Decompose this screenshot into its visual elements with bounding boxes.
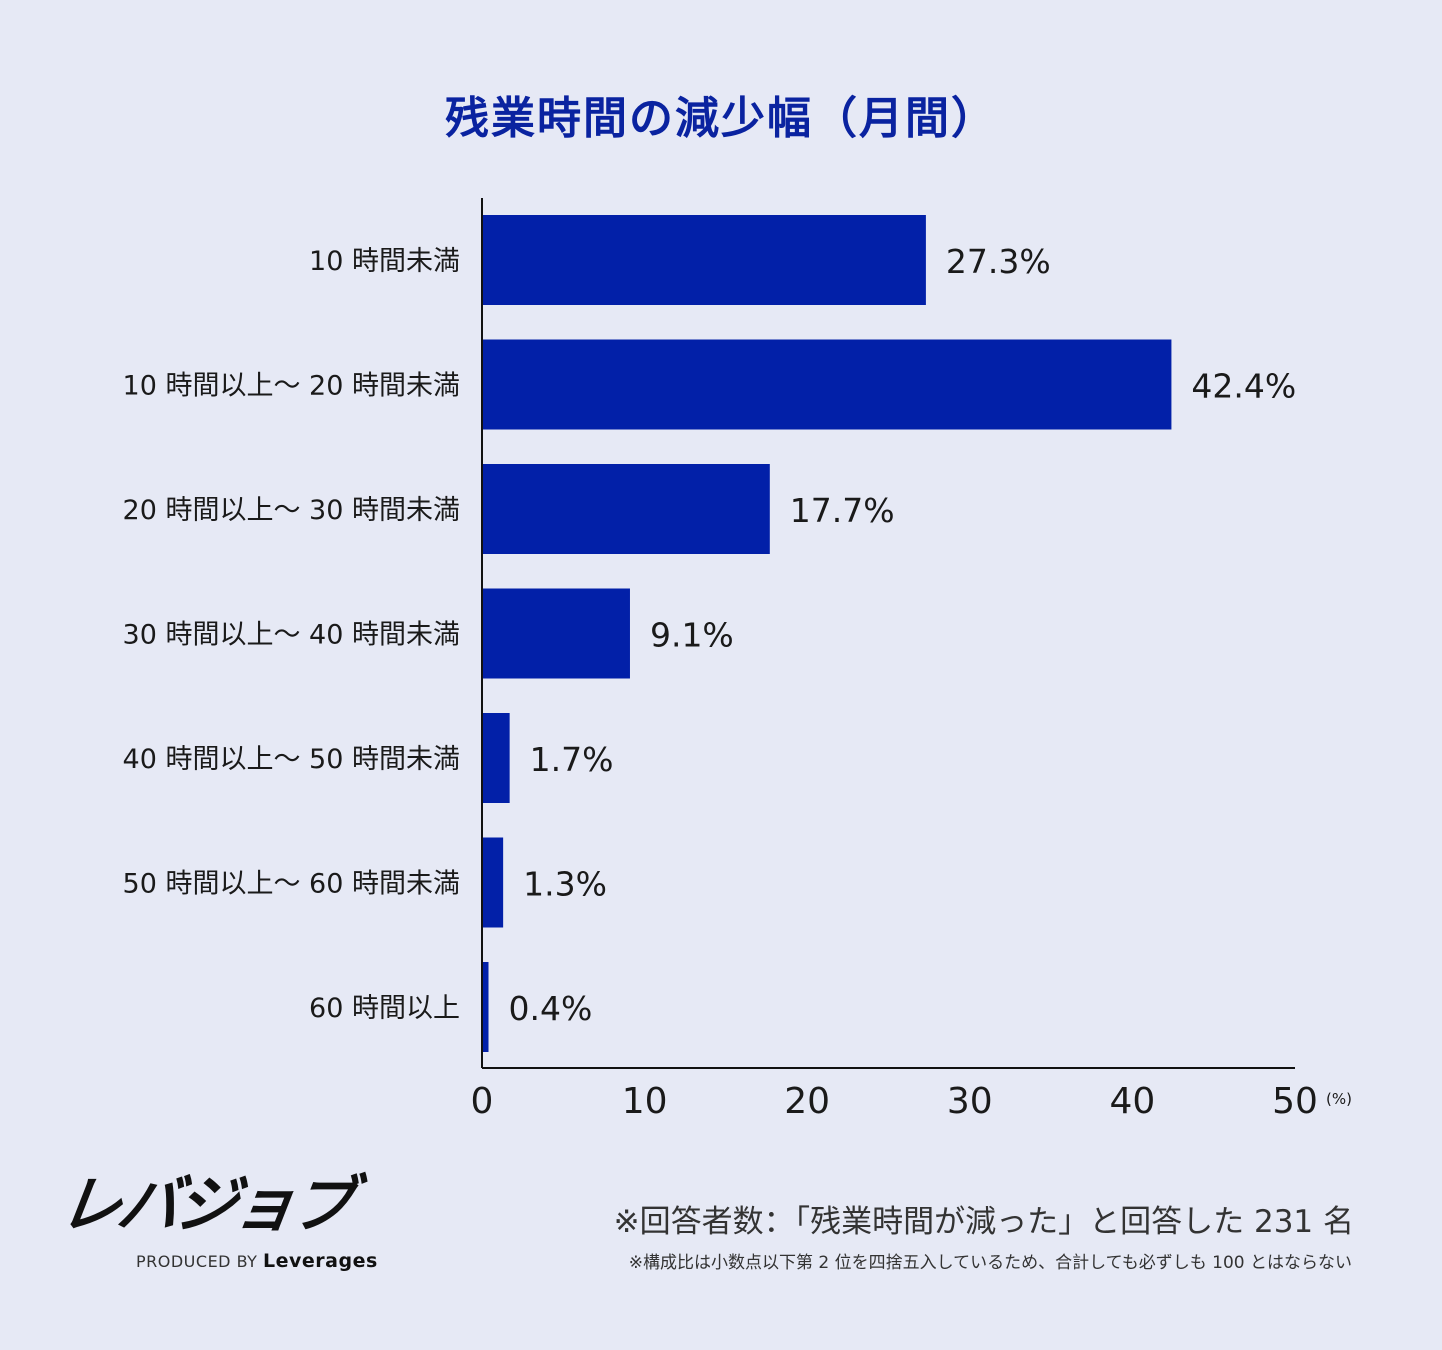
value-label: 17.7% — [790, 491, 895, 530]
produced-by-label: PRODUCED BY — [136, 1252, 258, 1271]
x-unit-label: (%) — [1326, 1090, 1352, 1108]
value-label: 27.3% — [946, 242, 1051, 281]
category-label: 40 時間以上〜 50 時間未満 — [123, 744, 460, 775]
bar-chart: 10 時間未満 27.3% 10 時間以上〜 20 時間未満 42.4% 20 時間以上… — [123, 198, 1352, 1122]
x-tick-label: 40 — [1109, 1081, 1155, 1122]
produced-by: PRODUCED BY Leverages — [136, 1250, 378, 1273]
category-label: 10 時間以上〜 20 時間未満 — [123, 371, 460, 402]
value-label: 1.7% — [530, 740, 614, 779]
x-tick-label: 10 — [622, 1081, 668, 1122]
category-label: 50 時間以上〜 60 時間未満 — [123, 869, 460, 900]
respondent-note: ※回答者数：「残業時間が減った」と回答した 231 名 — [613, 1204, 1354, 1240]
bar — [482, 339, 1172, 430]
category-label: 30 時間以上〜 40 時間未満 — [123, 620, 460, 651]
company-name: Leverages — [263, 1250, 378, 1272]
x-tick-label: 20 — [784, 1081, 830, 1122]
value-label: 1.3% — [523, 865, 607, 904]
value-label: 42.4% — [1191, 367, 1296, 406]
bar — [482, 464, 770, 554]
category-label: 60 時間以上 — [309, 993, 460, 1024]
bar — [482, 713, 510, 803]
category-label: 20 時間以上〜 30 時間未満 — [123, 495, 460, 526]
logo-revajob: レバジョブ — [54, 1168, 356, 1241]
bar — [482, 837, 504, 928]
bar — [482, 962, 489, 1052]
chart-title: 残業時間の減少幅（月間） — [445, 93, 997, 144]
x-tick-label: 30 — [947, 1081, 993, 1122]
x-tick-label: 0 — [471, 1081, 494, 1122]
bar — [482, 588, 630, 679]
category-label: 10 時間未満 — [309, 246, 460, 277]
rounding-note: ※構成比は小数点以下第 2 位を四捨五入しているため、合計しても必ずしも 100… — [628, 1253, 1352, 1273]
x-tick-label: 50 — [1272, 1081, 1318, 1122]
value-label: 9.1% — [650, 616, 734, 655]
bar — [482, 215, 926, 305]
value-label: 0.4% — [509, 989, 593, 1028]
